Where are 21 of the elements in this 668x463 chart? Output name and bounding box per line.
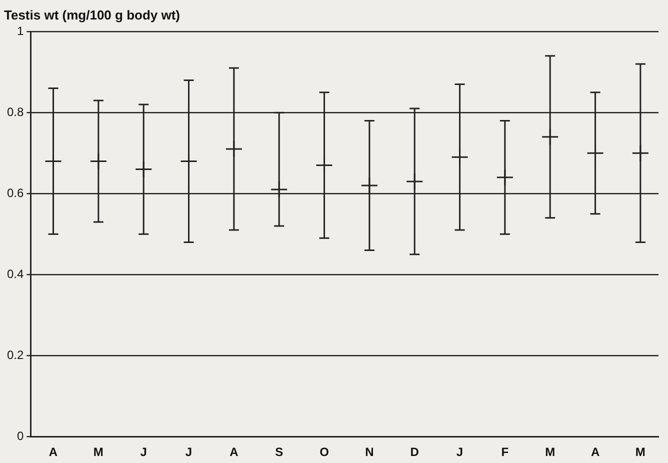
x-tick-label: S bbox=[275, 445, 284, 460]
y-tick-label: 0.2 bbox=[6, 348, 24, 362]
x-tick-label: J bbox=[456, 445, 464, 460]
y-tick-label: 0.6 bbox=[6, 186, 24, 200]
x-tick-label: O bbox=[320, 445, 329, 460]
y-tick-label: 0.8 bbox=[6, 104, 24, 119]
y-tick-label: 0 bbox=[16, 428, 24, 443]
x-tick-label: M bbox=[93, 445, 104, 460]
y-tick-label: 0.4 bbox=[6, 266, 24, 281]
x-tick-label: A bbox=[590, 445, 600, 460]
x-tick-label: D bbox=[410, 445, 420, 460]
x-tick-label: J bbox=[185, 445, 192, 460]
x-tick-label: A bbox=[48, 445, 58, 460]
x-tick-label: N bbox=[365, 445, 374, 460]
x-tick-label: M bbox=[545, 445, 556, 460]
x-tick-label: A bbox=[230, 445, 239, 460]
y-tick-label: 1 bbox=[16, 24, 24, 38]
x-tick-label: M bbox=[635, 445, 646, 460]
y-axis-title: Testis wt (mg/100 g body wt) bbox=[4, 7, 180, 22]
x-tick-label: J bbox=[140, 445, 147, 460]
x-tick-label: F bbox=[501, 445, 509, 460]
